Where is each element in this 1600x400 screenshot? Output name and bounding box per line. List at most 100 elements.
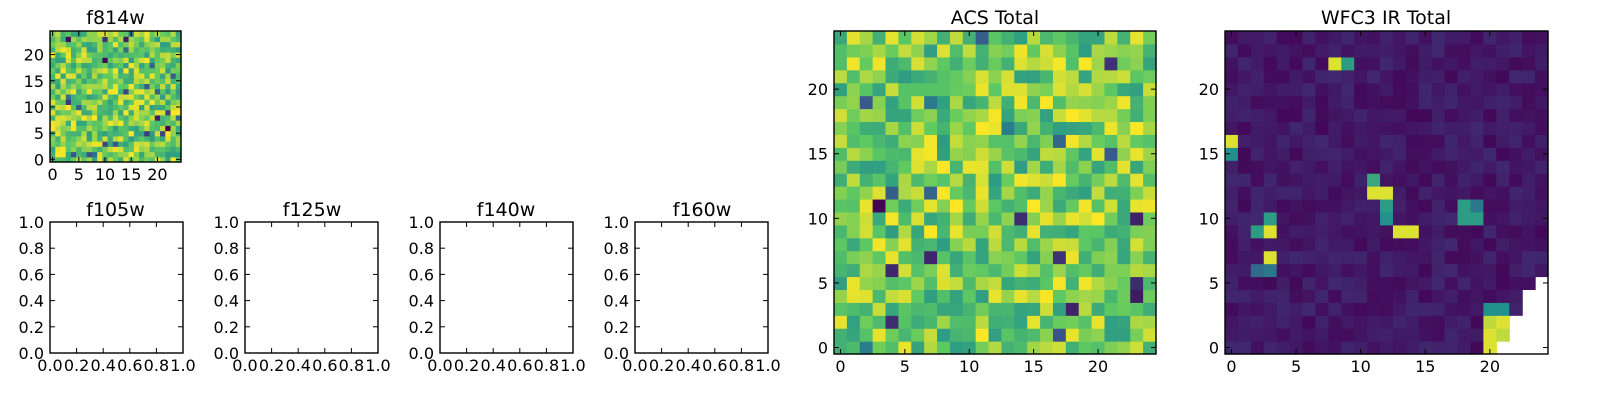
heatmap-cell bbox=[911, 69, 925, 84]
heatmap-cell bbox=[937, 82, 951, 97]
heatmap-cell bbox=[1040, 43, 1054, 58]
heatmap-cell bbox=[1078, 173, 1093, 187]
heatmap-cell bbox=[1470, 198, 1484, 213]
heatmap-cell bbox=[1091, 315, 1106, 329]
heatmap-cell bbox=[112, 57, 119, 64]
heatmap-cell bbox=[60, 36, 67, 43]
heatmap-cell bbox=[1104, 56, 1118, 71]
heatmap-cell bbox=[988, 276, 1003, 290]
heatmap-cell bbox=[1509, 147, 1523, 161]
heatmap-cell bbox=[1143, 108, 1157, 123]
heatmap-cell bbox=[1276, 160, 1291, 174]
heatmap-cell bbox=[1117, 315, 1131, 329]
heatmap-cell bbox=[1341, 134, 1355, 148]
heatmap-cell bbox=[872, 237, 887, 252]
y-tick-label: 0.6 bbox=[604, 265, 629, 284]
heatmap-cell bbox=[1483, 31, 1497, 45]
heatmap-cell bbox=[1380, 198, 1394, 213]
heatmap-cell bbox=[834, 198, 848, 213]
heatmap-cell bbox=[872, 250, 887, 265]
heatmap-cell bbox=[1091, 224, 1106, 239]
heatmap-cell bbox=[81, 88, 88, 95]
heatmap-cell bbox=[1457, 43, 1472, 58]
x-tick-label: 0.4 bbox=[285, 356, 310, 375]
heatmap-cell bbox=[988, 147, 1003, 161]
heatmap-cell bbox=[170, 83, 177, 90]
heatmap-cell bbox=[1078, 237, 1093, 252]
heatmap-cell bbox=[846, 224, 861, 239]
y-tick-label: 5 bbox=[818, 274, 828, 293]
heatmap-cell bbox=[1457, 328, 1472, 342]
heatmap-cell bbox=[133, 46, 140, 53]
heatmap-cell bbox=[937, 250, 951, 265]
heatmap-cell bbox=[1237, 198, 1252, 213]
heatmap-cell bbox=[1315, 341, 1329, 355]
heatmap-cell bbox=[55, 83, 62, 90]
heatmap-cell bbox=[70, 109, 77, 116]
heatmap-cell bbox=[1040, 186, 1054, 200]
heatmap-cell bbox=[1117, 173, 1131, 187]
y-tick-label: 0.8 bbox=[604, 239, 629, 258]
heatmap-cell bbox=[149, 99, 156, 105]
heatmap-cell bbox=[962, 121, 977, 135]
heatmap-cell bbox=[911, 173, 925, 187]
heatmap-cell bbox=[65, 151, 72, 158]
heatmap-cell bbox=[160, 99, 166, 105]
heatmap-cell bbox=[1418, 263, 1433, 278]
heatmap-cell bbox=[1431, 56, 1446, 71]
heatmap-cell bbox=[1470, 108, 1484, 123]
heatmap-cell bbox=[165, 141, 172, 147]
heatmap-cell bbox=[1328, 250, 1342, 265]
heatmap-cell bbox=[1117, 147, 1131, 161]
heatmap-cell bbox=[885, 237, 899, 252]
y-tick-label: 0.8 bbox=[19, 239, 44, 258]
heatmap-cell bbox=[118, 141, 124, 147]
heatmap-cell bbox=[170, 125, 177, 132]
heatmap-cell bbox=[60, 135, 67, 142]
heatmap-cell bbox=[1065, 211, 1080, 226]
heatmap-cell bbox=[70, 114, 77, 121]
heatmap-cell bbox=[1078, 276, 1093, 290]
heatmap-cell bbox=[1001, 328, 1015, 342]
heatmap-cell bbox=[1354, 302, 1368, 316]
heatmap-cell bbox=[1509, 121, 1523, 135]
heatmap-cell bbox=[1380, 43, 1394, 58]
heatmap-cell bbox=[1263, 147, 1278, 161]
heatmap-cell bbox=[949, 237, 964, 252]
heatmap-cell bbox=[975, 95, 990, 110]
heatmap-cell bbox=[1302, 186, 1317, 200]
heatmap-cell bbox=[911, 134, 925, 148]
heatmap-cell bbox=[123, 151, 130, 158]
heatmap-cell bbox=[1315, 302, 1329, 316]
heatmap-cell bbox=[1302, 147, 1317, 161]
heatmap-cell bbox=[1263, 186, 1278, 200]
heatmap-cell bbox=[65, 88, 72, 95]
heatmap-cell bbox=[1470, 43, 1484, 58]
heatmap-cell bbox=[949, 302, 964, 316]
heatmap-cell bbox=[128, 78, 135, 84]
heatmap-cell bbox=[170, 130, 177, 137]
panel-f160w: f160w 0.0 0.2 0.4 0.6 0.8 1.00.00.20.40.60.81… bbox=[604, 199, 781, 375]
heatmap-cell bbox=[139, 31, 145, 37]
heatmap-cell bbox=[107, 88, 114, 95]
heatmap-cell bbox=[872, 56, 887, 71]
heatmap-cell bbox=[1470, 121, 1484, 135]
heatmap-cell bbox=[872, 160, 887, 174]
heatmap-cell bbox=[846, 328, 861, 342]
heatmap-cell bbox=[1040, 31, 1054, 45]
heatmap-cell bbox=[988, 224, 1003, 239]
heatmap-cell bbox=[1065, 95, 1080, 110]
heatmap-cell bbox=[1001, 173, 1015, 187]
heatmap-cell bbox=[1104, 82, 1118, 97]
heatmap-cell bbox=[1418, 160, 1433, 174]
heatmap-cell bbox=[1341, 237, 1355, 252]
x-tick-label: 0.6 bbox=[312, 356, 337, 375]
heatmap-cell bbox=[1263, 31, 1278, 45]
heatmap-cell bbox=[1289, 134, 1304, 148]
heatmap-cell bbox=[1225, 56, 1239, 71]
heatmap-cell bbox=[55, 36, 62, 43]
heatmap-cell bbox=[1014, 302, 1028, 316]
heatmap-cell bbox=[1380, 186, 1394, 200]
heatmap-cell bbox=[988, 134, 1003, 148]
heatmap-cell bbox=[76, 88, 83, 95]
